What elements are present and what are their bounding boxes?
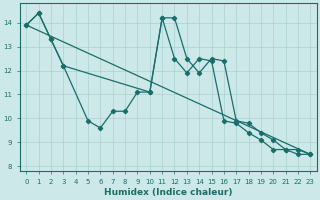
X-axis label: Humidex (Indice chaleur): Humidex (Indice chaleur) (104, 188, 233, 197)
